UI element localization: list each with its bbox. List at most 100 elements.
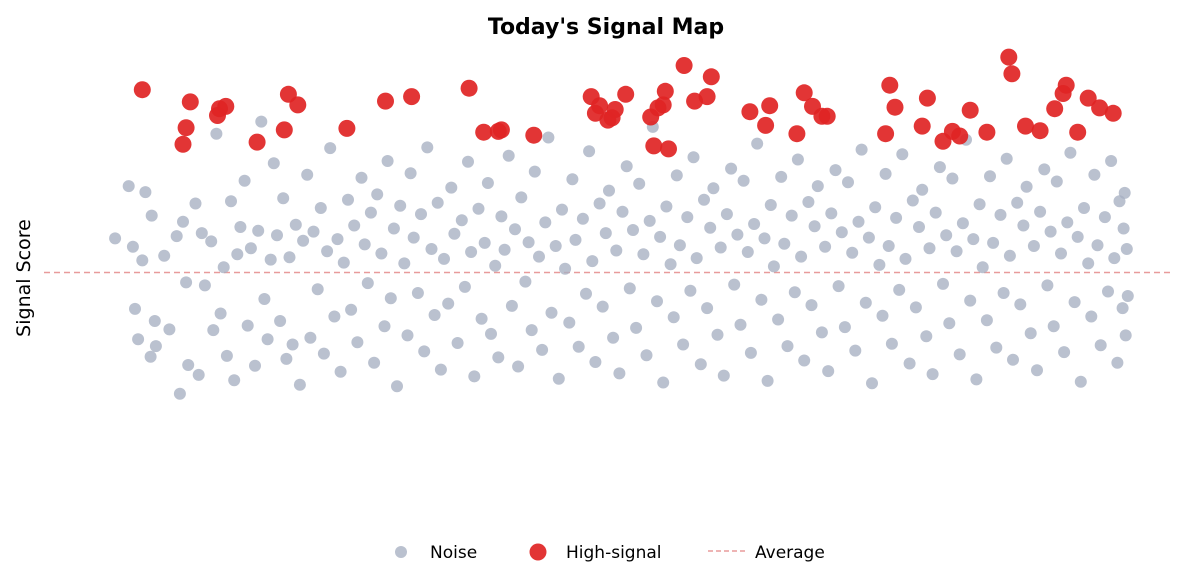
high-signal-point <box>978 123 996 141</box>
noise-point <box>139 186 152 199</box>
noise-point <box>876 309 889 322</box>
noise-point <box>525 324 538 337</box>
noise-point <box>195 227 208 240</box>
noise-point <box>173 387 186 400</box>
noise-point <box>198 279 211 292</box>
noise-point <box>552 372 565 385</box>
high-signal-point <box>217 97 235 115</box>
noise-point <box>387 222 400 235</box>
noise-point <box>593 197 606 210</box>
noise-point <box>755 293 768 306</box>
noise-point <box>903 357 916 370</box>
noise-point <box>317 347 330 360</box>
noise-point <box>967 233 980 246</box>
noise-point <box>943 317 956 330</box>
noise-point <box>148 315 161 327</box>
noise-point <box>698 193 710 206</box>
noise-point <box>937 277 949 290</box>
noise-point <box>293 378 306 391</box>
noise-point <box>545 306 558 319</box>
high-signal-point <box>1003 65 1021 83</box>
noise-point <box>122 180 135 193</box>
high-signal-point <box>377 92 394 110</box>
noise-point <box>442 297 455 310</box>
high-signal-point <box>1091 99 1109 117</box>
noise-point <box>926 368 939 381</box>
noise-point <box>613 367 626 380</box>
noise-point <box>539 216 552 229</box>
high-signal-point <box>475 123 493 141</box>
high-signal-point <box>788 125 806 143</box>
noise-point <box>401 329 414 342</box>
noise-point <box>778 237 791 250</box>
noise-point <box>890 211 903 224</box>
noise-point <box>651 295 663 308</box>
noise-point <box>987 236 1000 249</box>
noise-point <box>846 246 859 259</box>
noise-point <box>528 165 541 178</box>
noise-point <box>445 181 458 194</box>
noise-point <box>328 310 341 323</box>
noise-point <box>180 276 193 289</box>
noise-point <box>144 350 157 363</box>
noise-point <box>301 168 314 181</box>
noise-point <box>1082 257 1095 270</box>
high-signal-point <box>741 103 759 121</box>
noise-point <box>542 131 555 144</box>
noise-point <box>744 346 757 359</box>
noise-point <box>404 167 417 180</box>
noise-point <box>189 197 202 210</box>
noise-point <box>1105 155 1118 167</box>
noise-point <box>559 262 572 275</box>
noise-point <box>1061 216 1074 229</box>
legend-average-label: Average <box>755 543 825 563</box>
noise-point <box>342 193 354 206</box>
legend: Noise High-signal Average <box>395 543 825 563</box>
noise-point <box>725 162 738 175</box>
noise-point <box>1038 163 1051 176</box>
noise-point <box>667 311 680 324</box>
noise-point <box>980 314 993 327</box>
noise-point <box>244 242 257 255</box>
noise-point <box>882 240 895 252</box>
noise-point <box>145 209 158 222</box>
noise-point <box>761 374 774 387</box>
noise-point <box>838 321 851 334</box>
noise-point <box>1094 339 1107 352</box>
high-signal-point <box>881 76 899 94</box>
noise-point <box>1031 364 1043 377</box>
noise-point <box>720 208 733 221</box>
noise-point <box>1000 152 1013 165</box>
noise-point <box>1047 320 1060 333</box>
noise-point <box>563 316 576 329</box>
noise-point <box>879 167 892 180</box>
high-signal-point <box>913 117 931 135</box>
noise-point <box>481 177 494 189</box>
noise-point <box>664 258 677 271</box>
noise-point <box>345 303 358 316</box>
high-signal-point <box>338 119 356 137</box>
noise-point <box>489 259 502 272</box>
noise-point <box>677 338 690 351</box>
noise-point <box>485 327 497 340</box>
noise-point <box>331 233 344 246</box>
noise-point <box>953 348 966 361</box>
noise-point <box>192 368 205 381</box>
high-signal-point <box>617 85 635 103</box>
noise-point <box>764 199 777 211</box>
noise-point <box>348 219 361 232</box>
noise-point <box>415 208 427 221</box>
high-signal-point <box>181 93 199 111</box>
high-signal-point <box>818 107 836 125</box>
high-signal-point <box>606 101 624 118</box>
noise-point <box>351 336 364 349</box>
noise-point <box>728 278 741 291</box>
noise-point <box>394 199 407 212</box>
noise-point <box>355 171 368 184</box>
high-signal-point <box>660 140 677 158</box>
noise-point <box>205 235 218 248</box>
noise-point <box>249 359 261 372</box>
noise-point <box>616 205 629 218</box>
noise-point <box>431 196 444 209</box>
noise-point <box>701 302 714 315</box>
